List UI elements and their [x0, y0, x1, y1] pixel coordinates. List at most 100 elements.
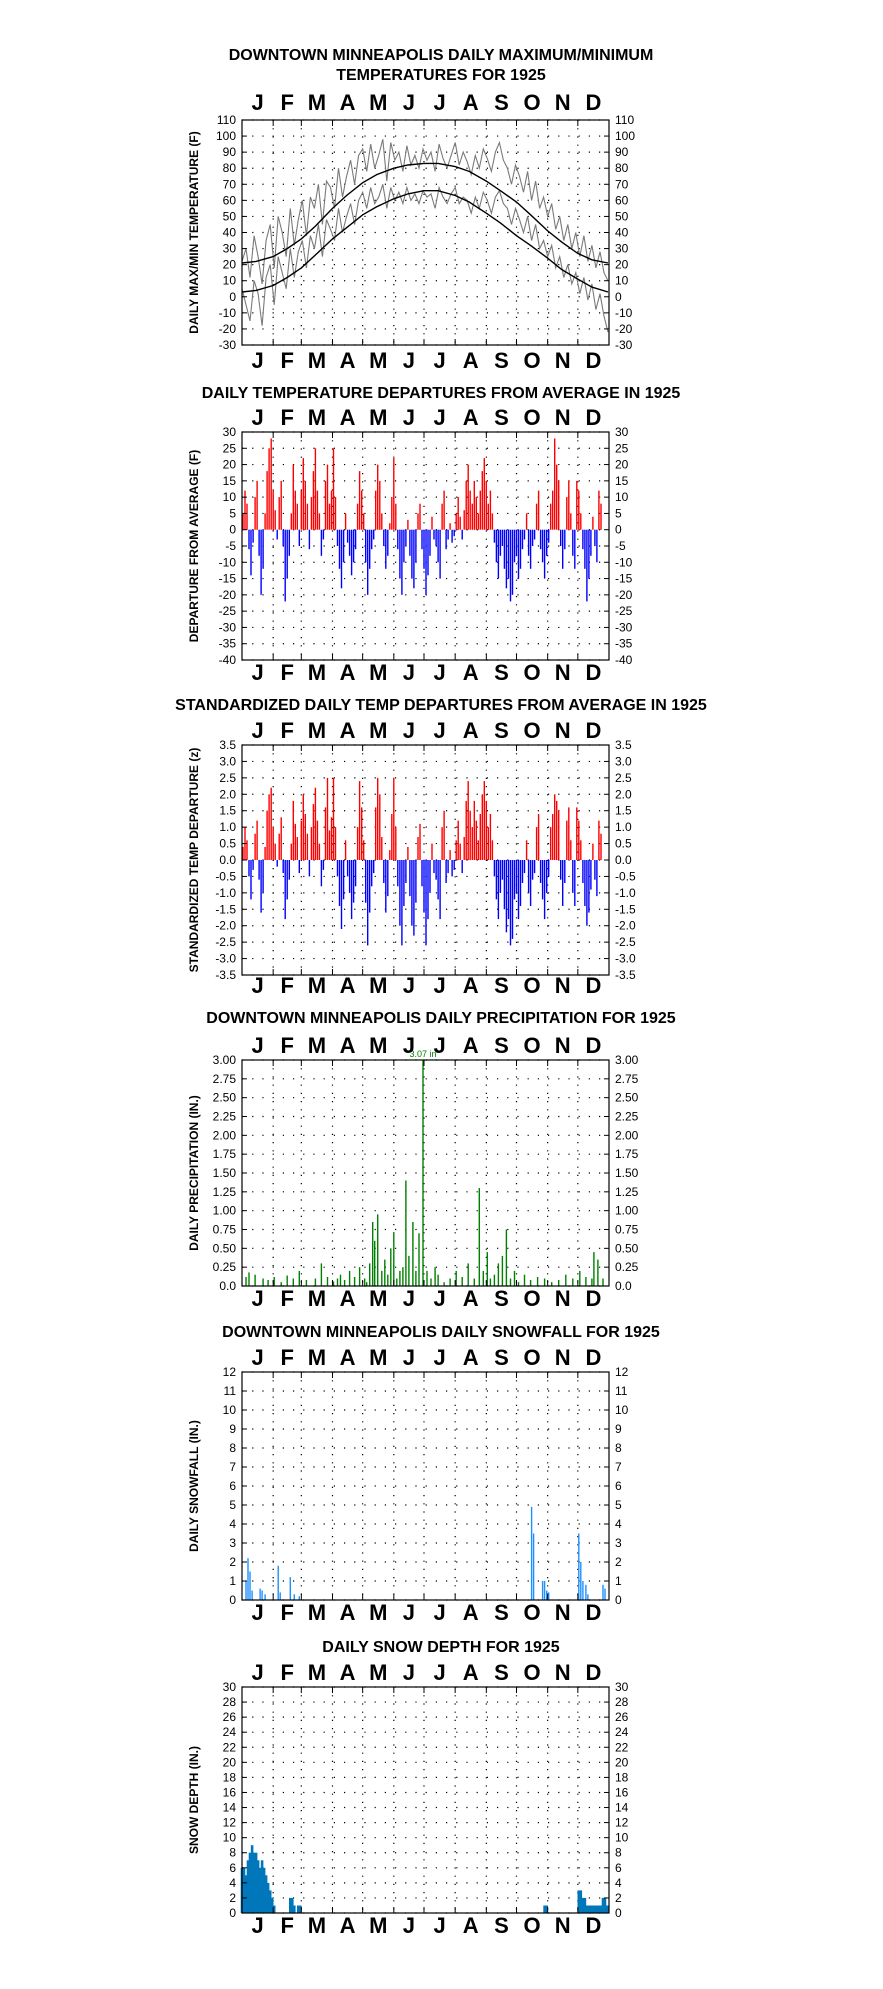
data-bar [461, 860, 463, 874]
data-bar [403, 860, 405, 906]
month-label-top: A [340, 405, 356, 430]
data-bar [489, 1278, 492, 1286]
data-bar [473, 1278, 475, 1286]
data-bar [509, 860, 512, 946]
data-bar [584, 529, 586, 569]
data-bar [586, 860, 588, 926]
ytick-label-right: 26 [615, 1710, 629, 1724]
data-bar [381, 1270, 383, 1286]
data-bar [568, 807, 570, 860]
ytick-label-right: 40 [615, 226, 629, 240]
data-bar [324, 807, 327, 860]
ytick-label-right: 60 [615, 193, 629, 207]
data-bar [451, 529, 453, 543]
month-label-top: J [433, 90, 445, 115]
data-bar [242, 513, 244, 530]
depth-bar [606, 1905, 610, 1913]
data-bar [493, 1274, 496, 1286]
data-bar [298, 1270, 300, 1286]
depth-bar [242, 1867, 246, 1913]
data-bar [320, 860, 323, 887]
month-label-bottom: O [524, 973, 541, 998]
ytick-label-right: 5 [615, 506, 622, 520]
month-label-bottom: J [251, 1600, 263, 1625]
data-bar [565, 1274, 567, 1286]
data-bar [434, 1267, 436, 1286]
data-bar [419, 503, 421, 530]
y-axis-title: DAILY SNOWFALL (IN.) [187, 1420, 201, 1552]
ytick-label-left: 10 [223, 274, 237, 288]
data-bar [435, 529, 437, 546]
month-label-top: S [494, 1033, 509, 1058]
data-bar [407, 846, 409, 860]
data-bar [412, 1222, 414, 1286]
month-label-bottom: A [463, 1600, 479, 1625]
data-bar [467, 464, 469, 530]
data-bar [399, 860, 401, 926]
data-bar [576, 807, 578, 860]
data-bar [455, 1270, 457, 1286]
data-bar [350, 860, 353, 920]
month-label-top: A [340, 718, 356, 743]
data-bar [503, 529, 506, 569]
ytick-label-left: 0 [229, 290, 236, 304]
data-bar [249, 1571, 251, 1600]
data-bar [467, 781, 469, 860]
data-bar [280, 817, 282, 860]
month-label-bottom: O [524, 1913, 541, 1938]
data-bar [245, 1277, 247, 1286]
data-bar [330, 817, 333, 860]
data-bar [475, 820, 477, 860]
data-bar [483, 781, 485, 860]
data-bar [343, 1280, 346, 1286]
data-bar [602, 1278, 604, 1286]
data-bar [369, 1263, 371, 1286]
data-bar [338, 860, 341, 906]
data-bar [579, 1270, 581, 1286]
data-bar [336, 860, 339, 877]
ytick-label-right: 1.0 [615, 820, 632, 834]
ytick-label-left: 1.5 [219, 804, 236, 818]
month-label-top: F [281, 405, 294, 430]
data-bar [395, 503, 397, 530]
ytick-label-left: 1.25 [213, 1185, 237, 1199]
month-label-bottom: N [555, 660, 571, 685]
ytick-label-right: 3.5 [615, 738, 632, 752]
ytick-label-left: 0.0 [219, 853, 236, 867]
ytick-label-left: -3.5 [215, 968, 236, 982]
data-bar [511, 529, 514, 595]
data-bar [435, 860, 437, 880]
depth-bar [246, 1860, 250, 1913]
ytick-label-right: 14 [615, 1801, 629, 1815]
month-label-bottom: J [433, 973, 445, 998]
ytick-label-right: 9 [615, 1422, 622, 1436]
data-bar [318, 513, 321, 530]
month-label-top: M [308, 1660, 326, 1685]
month-label-bottom: M [369, 1600, 387, 1625]
data-bar [519, 529, 522, 569]
data-bar [457, 497, 459, 530]
data-bar [248, 529, 250, 550]
data-bar [593, 1252, 595, 1286]
data-bar [554, 794, 556, 860]
data-bar [421, 529, 423, 550]
month-label-top: S [494, 90, 509, 115]
data-bar [423, 529, 425, 569]
data-bar [419, 823, 421, 860]
month-label-bottom: J [403, 1913, 415, 1938]
chart-title-line: DOWNTOWN MINNEAPOLIS DAILY SNOWFALL FOR … [222, 1324, 660, 1341]
data-bar [580, 513, 582, 530]
ytick-label-right: 25 [615, 441, 629, 455]
data-bar [322, 529, 325, 540]
data-bar [602, 1584, 604, 1600]
ytick-label-right: -40 [615, 653, 633, 667]
month-label-bottom: D [585, 1600, 601, 1625]
data-bar [346, 529, 349, 543]
data-bar [463, 837, 465, 860]
month-label-top: M [369, 1660, 387, 1685]
data-bar [477, 513, 479, 530]
data-bar [286, 1275, 288, 1286]
data-bar [473, 800, 475, 860]
month-label-bottom: J [403, 973, 415, 998]
ytick-label-left: -0.5 [215, 869, 236, 883]
